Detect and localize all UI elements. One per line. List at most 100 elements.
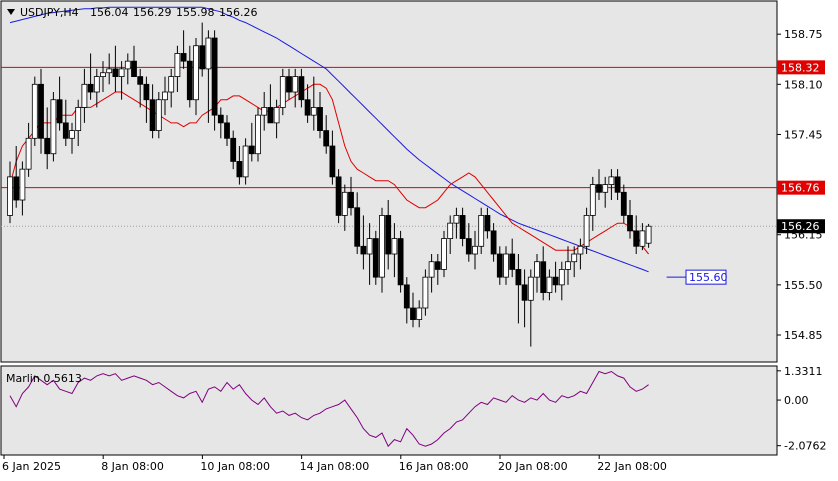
candle-body <box>509 253 516 270</box>
candle-body <box>193 45 199 101</box>
candle-body <box>7 176 13 216</box>
indicator-pane[interactable] <box>0 365 778 456</box>
candle-body <box>627 215 633 232</box>
candle-body <box>186 60 193 101</box>
candle-body <box>602 184 609 193</box>
candle-body <box>323 130 330 147</box>
candle-body <box>496 253 503 278</box>
candle-body <box>255 114 261 155</box>
candle-body <box>75 107 82 131</box>
marlin-line <box>9 370 649 448</box>
candle-body <box>155 99 162 131</box>
level-price-text: 156.76 <box>781 182 820 195</box>
candle-body <box>434 261 441 270</box>
candle-body <box>13 176 20 201</box>
candle-body <box>329 145 336 178</box>
candle-body <box>354 207 361 247</box>
candle-body <box>273 107 280 124</box>
osc-tick-label: 0.00 <box>784 394 809 407</box>
candle-body <box>298 76 305 101</box>
candle-body <box>174 53 181 77</box>
candle-body <box>422 276 429 309</box>
candle-body <box>540 261 547 293</box>
candle-body <box>639 230 646 247</box>
candle-body <box>403 284 410 309</box>
candle-body <box>56 99 63 124</box>
high-value: 156.29 <box>133 6 172 19</box>
candle-body <box>645 225 652 244</box>
candle-body <box>503 253 509 278</box>
candle-body <box>242 145 249 178</box>
candle-body <box>143 83 150 101</box>
candle-body <box>62 122 69 139</box>
time-tick-label: 6 Jan 2025 <box>2 460 61 473</box>
price-tick-label: 155.50 <box>784 279 823 292</box>
candle-body <box>137 76 144 85</box>
candle-body <box>87 83 94 93</box>
time-tick-label: 14 Jan 08:00 <box>300 460 370 473</box>
candle-body <box>279 76 286 108</box>
candle-body <box>515 269 522 286</box>
price-tick-label: 158.75 <box>784 28 823 41</box>
candle-body <box>527 276 534 301</box>
candle-body <box>608 176 615 185</box>
candle-body <box>428 261 435 278</box>
candle-body <box>69 130 75 139</box>
candle-body <box>230 137 237 162</box>
level-price-tag <box>777 60 825 75</box>
candle-body <box>112 68 119 77</box>
candle-body <box>583 215 590 247</box>
candle-body <box>521 284 528 301</box>
candle-body <box>620 191 627 216</box>
candle-body <box>385 215 392 255</box>
candle-body <box>19 168 26 201</box>
candle-body <box>106 68 113 74</box>
candle-body <box>534 261 540 278</box>
open-value: 156.04 <box>90 6 129 19</box>
candle-body <box>372 238 379 278</box>
target-price-box <box>685 269 727 285</box>
symbol-label: USDJPY,H4 <box>20 6 79 19</box>
candle-body <box>224 122 230 139</box>
candle-body <box>180 53 187 62</box>
candle-body <box>149 99 156 131</box>
candle-body <box>552 276 559 286</box>
time-tick-label: 10 Jan 08:00 <box>200 460 270 473</box>
candle-body <box>596 184 602 193</box>
candle-body <box>317 107 323 131</box>
candle-body <box>577 245 584 255</box>
time-tick-label: 20 Jan 08:00 <box>498 460 568 473</box>
candle-body <box>397 238 404 286</box>
current-price-text: 156.26 <box>781 220 820 233</box>
price-tags: 158.32 156.76 156.26 155.60 <box>666 60 825 285</box>
level-price-text: 158.32 <box>781 61 820 74</box>
candle-body <box>410 307 416 320</box>
candle-body <box>348 191 354 209</box>
candle-body <box>50 99 57 155</box>
candle-body <box>341 191 348 216</box>
candle-body <box>199 45 206 70</box>
candle-body <box>261 107 268 116</box>
candle-body <box>441 238 447 270</box>
candle-body <box>81 83 88 108</box>
candle-body <box>391 238 398 255</box>
candle-body <box>205 37 212 70</box>
oscillator <box>9 370 649 448</box>
dropdown-triangle-icon[interactable] <box>7 9 15 15</box>
candle-body <box>236 161 243 178</box>
candle-body <box>168 76 175 93</box>
indicator-label: Marlin 0.5613 <box>6 372 82 385</box>
candle-body <box>292 76 299 93</box>
candle-body <box>589 184 596 216</box>
osc-tick-label: 1.3311 <box>784 365 823 378</box>
candle-body <box>360 245 367 255</box>
target-price-text: 155.60 <box>689 271 728 284</box>
time-tick-label: 16 Jan 08:00 <box>399 460 469 473</box>
candle-body <box>633 230 640 247</box>
close-value: 156.26 <box>219 6 258 19</box>
candle-body <box>267 107 274 124</box>
candle-body <box>565 261 571 270</box>
candle-body <box>38 83 44 139</box>
